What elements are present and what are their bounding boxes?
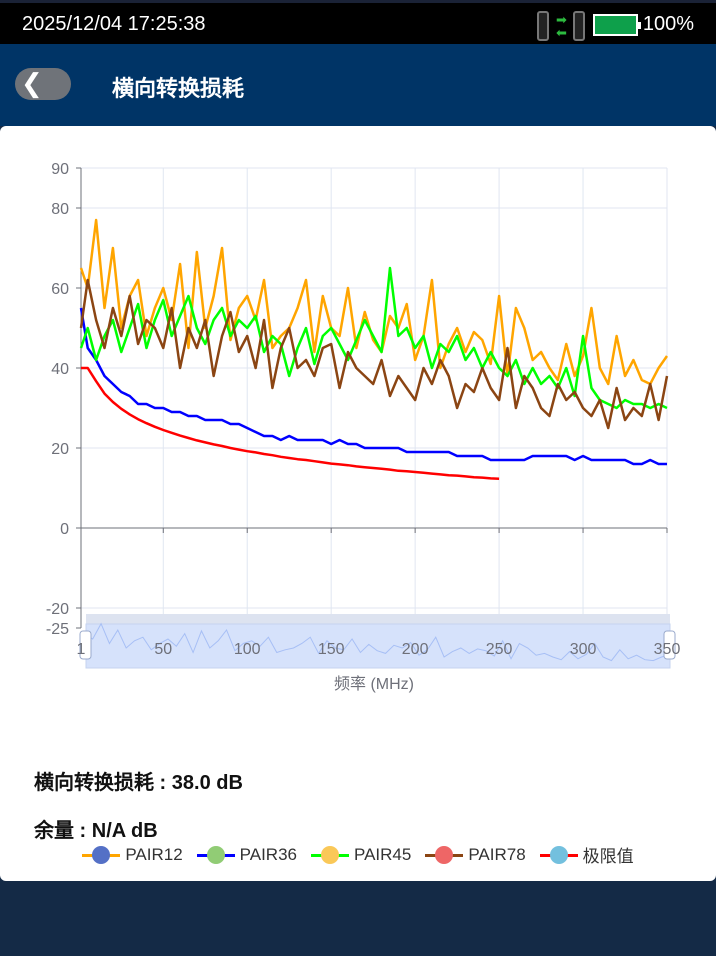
battery-percent: 100%: [642, 13, 694, 35]
back-button[interactable]: ❮: [15, 68, 71, 100]
datetime: 2025/12/04 17:25:38: [22, 13, 206, 35]
series-line-PAIR36: [79, 307, 667, 466]
y-tick-label: 60: [51, 281, 69, 298]
y-tick-label: 0: [60, 521, 69, 538]
y-tick-label: 40: [51, 361, 69, 378]
x-tick-label: 250: [486, 641, 513, 658]
legend-item[interactable]: PAIR45: [311, 842, 411, 867]
datazoom-bar: [86, 614, 670, 624]
legend-label: 极限值: [582, 847, 634, 866]
series-line-PAIR45: [79, 266, 668, 410]
datazoom-handle[interactable]: [79, 630, 92, 660]
header: ❮ 横向转换损耗: [0, 44, 716, 126]
datazoom-preview: [85, 622, 671, 662]
datazoom-slider[interactable]: [79, 614, 676, 669]
page-title: 横向转换损耗: [112, 76, 245, 101]
status-bar: 2025/12/04 17:25:38 ➡ ⬅ 100%: [0, 0, 716, 44]
y-tick-label: 20: [51, 441, 69, 458]
x-tick-label: 200: [402, 641, 429, 658]
loss-result: 横向转换损耗 : 38.0 dB: [34, 772, 243, 794]
legend-marker-icon: [311, 845, 349, 865]
legend-marker-icon: [82, 845, 121, 865]
x-tick-label: 50: [154, 641, 172, 658]
legend-item[interactable]: 极限值: [539, 842, 634, 867]
x-axis-label: 频率 (MHz): [334, 675, 414, 693]
series-line-PAIR78: [79, 278, 669, 430]
x-tick-label: 300: [570, 641, 597, 658]
legend-item[interactable]: PAIR78: [425, 842, 526, 867]
datazoom-handle[interactable]: [663, 630, 676, 660]
y-tick-label: 90: [51, 161, 69, 178]
y-tick-label: 80: [51, 201, 69, 218]
chart-card: 90 80 60 40 20 0 -20 -25 1 50 100 150 200 250 300 350 频率…: [0, 126, 716, 881]
battery-icon: [593, 14, 641, 36]
local-device-icon: [537, 11, 549, 41]
legend-item[interactable]: PAIR36: [196, 842, 297, 867]
legend-label: PAIR78: [468, 844, 526, 864]
y-tick-label: -20: [46, 601, 69, 618]
link-arrows-icon: ➡ ⬅: [556, 12, 567, 40]
series-line-极限值: [81, 366, 500, 481]
x-tick-label: 350: [654, 641, 681, 658]
y-tick-label: -25: [46, 621, 69, 638]
remote-device-icon: [573, 11, 585, 41]
x-tick-label: 1: [77, 641, 86, 658]
legend-item[interactable]: PAIR12: [82, 842, 183, 867]
series-line-PAIR12: [79, 218, 669, 386]
legend-marker-icon: [425, 845, 464, 865]
legend-marker-icon: [539, 845, 578, 865]
legend-label: PAIR36: [239, 844, 297, 864]
x-tick-label: 150: [318, 641, 345, 658]
legend-label: PAIR12: [125, 844, 183, 864]
legend: PAIR12 PAIR36 PAIR45 PAIR78 极限值: [0, 842, 716, 867]
legend-label: PAIR45: [354, 844, 412, 864]
x-tick-label: 100: [234, 641, 261, 658]
chevron-left-icon: ❮: [21, 68, 43, 98]
margin-result: 余量 : N/A dB: [34, 820, 158, 842]
legend-marker-icon: [196, 845, 235, 865]
